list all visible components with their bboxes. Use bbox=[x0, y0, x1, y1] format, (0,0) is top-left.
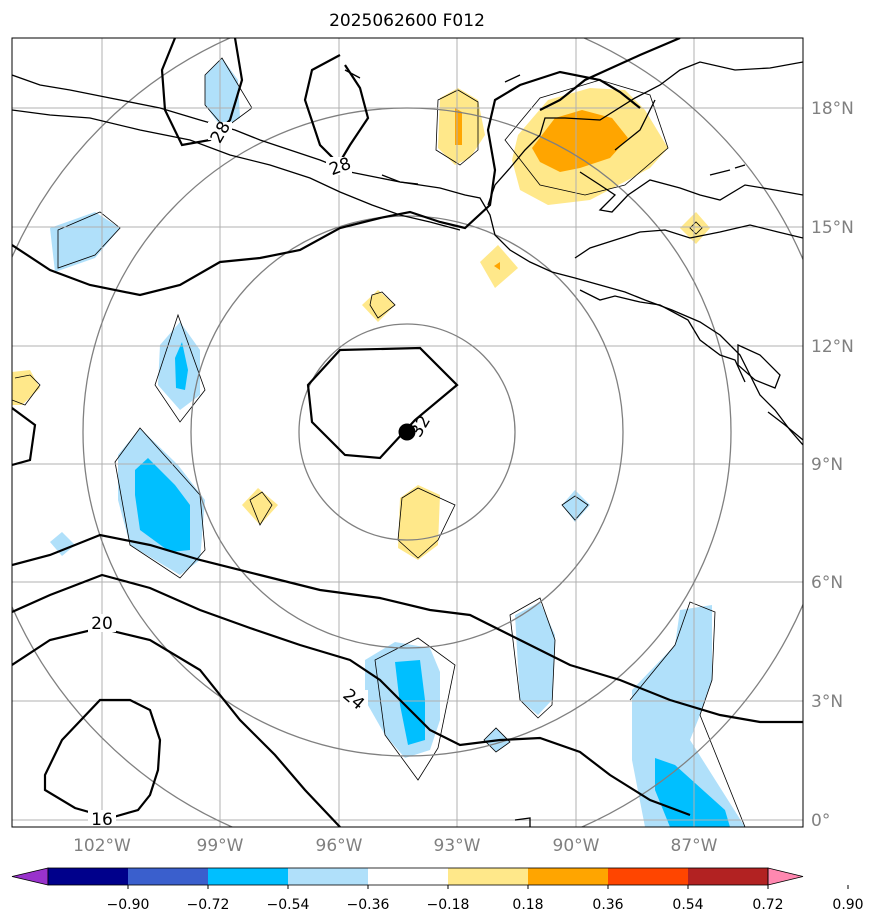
thick-contours bbox=[12, 38, 803, 827]
latitude-labels: 18°N 15°N 12°N 9°N 6°N 3°N 0° bbox=[811, 99, 854, 831]
lat-label-15n: 15°N bbox=[811, 218, 854, 238]
colorbar-swatch bbox=[688, 868, 769, 885]
lon-label-87w: 87°W bbox=[671, 836, 718, 856]
lon-label-99w: 99°W bbox=[197, 836, 244, 856]
lat-label-9n: 9°N bbox=[811, 455, 843, 475]
lon-label-96w: 96°W bbox=[316, 836, 363, 856]
lat-label-18n: 18°N bbox=[811, 99, 854, 119]
longitude-labels: 102°W 99°W 96°W 93°W 90°W 87°W bbox=[73, 836, 718, 856]
lat-lon-grid bbox=[12, 38, 803, 827]
lat-label-6n: 6°N bbox=[811, 573, 843, 593]
colorbar-extend-low bbox=[11, 867, 49, 886]
colorbar-tick-label: −0.90 bbox=[107, 897, 150, 913]
colorbar-swatch bbox=[368, 868, 449, 885]
colorbar-tick-label: 0.54 bbox=[672, 897, 703, 913]
map-frame bbox=[11, 37, 804, 828]
lat-label-12n: 12°N bbox=[811, 337, 854, 357]
colorbar-swatch bbox=[208, 868, 289, 885]
lon-label-90w: 90°W bbox=[553, 836, 600, 856]
storm-center-marker bbox=[398, 423, 416, 441]
colorbar-tick-label: −0.36 bbox=[347, 897, 390, 913]
colorbar-swatch bbox=[448, 868, 529, 885]
colorbar-tick-label: 0.18 bbox=[512, 897, 543, 913]
colorbar-extend-high bbox=[767, 867, 804, 886]
map-title: 2025062600 F012 bbox=[329, 11, 485, 31]
colorbar-frame bbox=[47, 867, 769, 886]
contour-label-16: 16 bbox=[91, 810, 113, 830]
colorbar-tick-label: 0.36 bbox=[592, 897, 623, 913]
colorbar-swatch bbox=[128, 868, 209, 885]
colorbar: −0.90 −0.72 −0.54 −0.36 −0.18 0.18 0.36 0.54 0.7… bbox=[11, 867, 864, 913]
colorbar-swatch bbox=[528, 868, 609, 885]
contour-label-20: 20 bbox=[91, 614, 113, 634]
colorbar-swatch bbox=[608, 868, 689, 885]
shading-outlines bbox=[12, 57, 746, 827]
lat-label-0: 0° bbox=[811, 811, 830, 831]
colorbar-tick-label: −0.54 bbox=[267, 897, 310, 913]
colorbar-swatch bbox=[288, 868, 369, 885]
colorbar-swatch bbox=[48, 868, 129, 885]
colorbar-tick-label: 0.90 bbox=[832, 897, 863, 913]
map-area: 28 28 32 20 24 16 bbox=[12, 38, 803, 830]
colorbar-tick-label: −0.72 bbox=[187, 897, 230, 913]
lon-label-93w: 93°W bbox=[434, 836, 481, 856]
lat-label-3n: 3°N bbox=[811, 692, 843, 712]
lon-label-102w: 102°W bbox=[73, 836, 131, 856]
colorbar-tick-label: −0.18 bbox=[427, 897, 470, 913]
colorbar-tick-label: 0.72 bbox=[752, 897, 783, 913]
